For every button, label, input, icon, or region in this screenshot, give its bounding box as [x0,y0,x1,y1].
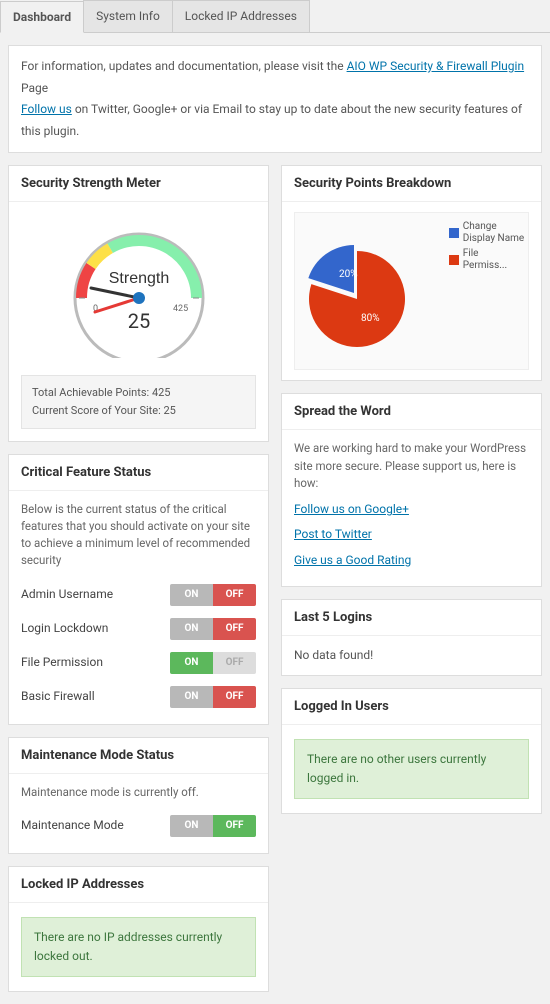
feature-label: Login Lockdown [21,619,108,638]
legend-label: FilePermiss... [463,248,507,272]
feature-toggle[interactable]: ONOFF [170,584,256,606]
info-banner: For information, updates and documentati… [8,45,542,153]
spread-link[interactable]: Follow us on Google+ [294,500,529,519]
gauge-stats: Total Achievable Points: 425 Current Sco… [21,375,256,428]
panel-title: Maintenance Mode Status [9,738,268,774]
panel-title: Last 5 Logins [282,600,541,636]
legend-swatch [449,255,459,265]
svg-text:80%: 80% [361,313,380,324]
legend-label: ChangeDisplay Name [463,221,524,245]
feature-toggle[interactable]: ONOFF [170,652,256,674]
tabs-nav: Dashboard System Info Locked IP Addresse… [0,0,550,33]
panel-spread-word: Spread the Word We are working hard to m… [281,393,542,586]
panel-logged-in-users: Logged In Users There are no other users… [281,688,542,814]
panel-title: Spread the Word [282,394,541,430]
svg-text:Strength: Strength [108,270,168,287]
plugin-link[interactable]: AIO WP Security & Firewall Plugin [347,59,525,73]
maintenance-toggle[interactable]: ON OFF [170,815,256,837]
gauge: Strength 0 425 25 [9,202,268,367]
feature-toggle[interactable]: ONOFF [170,618,256,640]
panel-last-logins: Last 5 Logins No data found! [281,599,542,676]
tab-system-info[interactable]: System Info [83,0,173,32]
feature-label: Admin Username [21,585,113,604]
panel-title: Security Strength Meter [9,166,268,202]
pie-chart: 20% 80% [299,221,449,361]
panel-points-breakdown: Security Points Breakdown 20% 80% [281,165,542,381]
feature-toggle[interactable]: ONOFF [170,686,256,708]
feature-label: Basic Firewall [21,687,95,706]
legend-item: ChangeDisplay Name [449,221,524,245]
maintenance-label: Maintenance Mode [21,816,124,835]
spread-link[interactable]: Post to Twitter [294,525,529,544]
spread-desc: We are working hard to make your WordPre… [294,440,529,492]
legend-swatch [449,228,459,238]
locked-msg: There are no IP addresses currently lock… [21,917,256,977]
panel-maintenance: Maintenance Mode Status Maintenance mode… [8,737,269,854]
panel-locked-ips: Locked IP Addresses There are no IP addr… [8,866,269,992]
logins-msg: No data found! [282,636,541,675]
svg-text:425: 425 [173,304,188,314]
tab-dashboard[interactable]: Dashboard [0,1,84,33]
legend-item: FilePermiss... [449,248,524,272]
panel-critical-features: Critical Feature Status Below is the cur… [8,454,269,725]
tab-locked-ips[interactable]: Locked IP Addresses [172,0,310,32]
banner-text: For information, updates and documentati… [21,59,347,73]
svg-text:20%: 20% [339,269,358,280]
logged-in-msg: There are no other users currently logge… [294,739,529,799]
critical-desc: Below is the current status of the criti… [21,501,256,570]
svg-text:25: 25 [127,309,149,333]
panel-title: Locked IP Addresses [9,867,268,903]
banner-text: on Twitter, Google+ or via Email to stay… [21,102,522,138]
follow-link[interactable]: Follow us [21,102,72,116]
spread-link[interactable]: Give us a Good Rating [294,551,529,570]
feature-label: File Permission [21,653,103,672]
pie-legend: ChangeDisplay Name FilePermiss... [449,221,524,361]
panel-title: Critical Feature Status [9,455,268,491]
panel-strength-meter: Security Strength Meter Strength 0 425 [8,165,269,441]
banner-text: Page [21,81,48,95]
maintenance-desc: Maintenance mode is currently off. [21,784,256,801]
panel-title: Logged In Users [282,689,541,725]
panel-title: Security Points Breakdown [282,166,541,202]
